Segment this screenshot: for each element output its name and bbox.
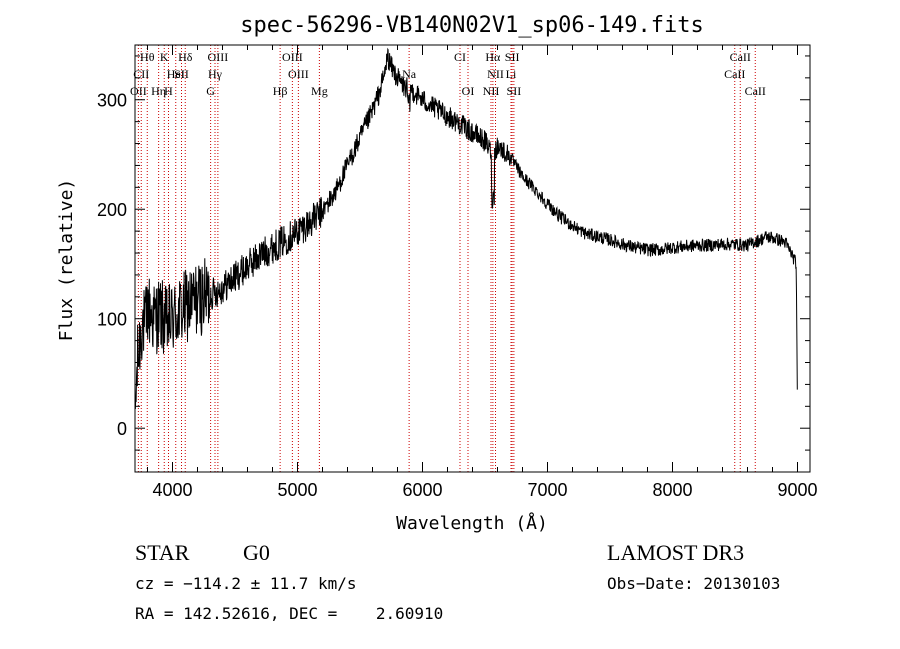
y-tick-label-100: 100 [97, 310, 127, 330]
line-label-g: G [206, 84, 215, 98]
line-label-cii: CII [133, 67, 149, 81]
y-tick-label-300: 300 [97, 91, 127, 111]
line-label-caii: CaII [730, 50, 751, 64]
line-label-nii: NII [483, 84, 500, 98]
y-tick-label-0: 0 [117, 419, 127, 439]
line-label-li: Li [506, 67, 517, 81]
x-tick-label-7000: 7000 [527, 480, 567, 500]
line-label-nii: NII [487, 67, 504, 81]
x-tick-label-6000: 6000 [402, 480, 442, 500]
x-axis: 4000 5000 6000 7000 8000 9000 [147, 45, 818, 500]
line-label-sii: SII [505, 50, 520, 64]
line-label-oii: OII [130, 84, 147, 98]
line-label-hα: Hα [485, 50, 501, 64]
line-label-oiii: OIII [282, 50, 303, 64]
series-spectrum [134, 47, 798, 410]
line-label-h: H [164, 84, 173, 98]
x-tick-label-8000: 8000 [652, 480, 692, 500]
line-label-oiii: OIII [208, 50, 229, 64]
x-axis-label: Wavelength (Å) [396, 512, 548, 534]
line-label-mg: Mg [311, 84, 328, 98]
x-tick-label-9000: 9000 [777, 480, 817, 500]
y-axis: 0 100 200 300 [97, 55, 810, 451]
spectrum-chart: spec-56296-VB140N02V1_sp06-149.fits Hθ K H… [56, 13, 818, 534]
spectrum-series [134, 47, 798, 410]
line-label-ci: CI [454, 50, 466, 64]
object-class: STAR [135, 540, 190, 565]
sky-coordinates: RA = 142.52616, DEC = 2.60910 [135, 604, 444, 623]
chart-title: spec-56296-VB140N02V1_sp06-149.fits [240, 13, 704, 38]
line-label-hη: Hη [151, 84, 166, 98]
line-label-hγ: Hγ [208, 67, 223, 81]
observation-date: Obs−Date: 20130103 [607, 574, 781, 593]
line-label-caii: CaII [745, 84, 766, 98]
line-label-k: K [160, 50, 169, 64]
line-label-caii: CaII [724, 67, 745, 81]
survey-name: LAMOST DR3 [607, 540, 745, 565]
line-label-hβ: Hβ [273, 84, 288, 98]
line-label-sii: SII [507, 84, 522, 98]
line-label-sii: SII [174, 67, 189, 81]
object-subclass: G0 [243, 540, 270, 565]
y-axis-label: Flux (relative) [56, 179, 77, 342]
line-label-hθ: Hθ [140, 50, 155, 64]
line-label-oiii: OIII [288, 67, 309, 81]
emission-line-markers [137, 45, 756, 472]
line-label-hδ: Hδ [178, 50, 193, 64]
line-label-hei: HeI [167, 67, 185, 81]
line-label-oi: OI [462, 84, 475, 98]
line-label-na: Na [402, 67, 417, 81]
y-tick-label-200: 200 [97, 200, 127, 220]
x-tick-label-5000: 5000 [277, 480, 317, 500]
plot-frame [134, 44, 811, 473]
x-tick-label-4000: 4000 [152, 480, 192, 500]
redshift-velocity: cz = −114.2 ± 11.7 km/s [135, 574, 357, 593]
